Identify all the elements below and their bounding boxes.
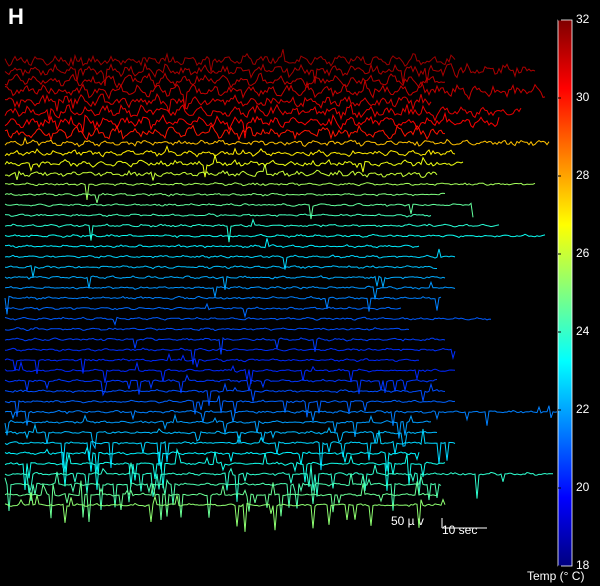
colorbar-label: Temp (° C) — [527, 569, 584, 583]
trace — [4, 347, 456, 365]
colorbar-tick-label: 30 — [576, 90, 590, 104]
trace — [4, 462, 553, 502]
trace — [4, 360, 456, 384]
trace — [4, 92, 432, 113]
trace — [4, 374, 438, 397]
trace — [4, 111, 500, 139]
trace — [4, 153, 464, 178]
trace — [4, 446, 420, 474]
trace — [4, 428, 456, 471]
trace — [4, 248, 456, 270]
trace — [4, 447, 446, 491]
trace — [4, 80, 546, 110]
trace — [4, 213, 432, 218]
trace — [4, 72, 446, 89]
trace — [4, 233, 546, 239]
time-scale-label: 10 sec — [442, 523, 477, 537]
trace — [4, 327, 410, 332]
trace — [4, 144, 456, 158]
panel-label: H — [8, 4, 24, 29]
colorbar-tick-label: 32 — [576, 12, 590, 26]
trace — [4, 124, 446, 142]
colorbar-tick-label: 24 — [576, 324, 590, 338]
colorbar-tick-label: 20 — [576, 480, 590, 494]
trace — [4, 471, 442, 512]
colorbar-tick-label: 26 — [576, 246, 590, 260]
trace — [4, 302, 402, 319]
trace — [4, 423, 438, 450]
trace — [4, 192, 446, 204]
trace — [4, 492, 446, 532]
trace — [5, 182, 536, 200]
trace — [4, 316, 492, 327]
trace — [4, 295, 442, 315]
trace — [4, 352, 420, 374]
trace — [4, 265, 437, 278]
trace — [4, 164, 438, 181]
trace — [4, 275, 446, 290]
trace — [4, 337, 446, 355]
amplitude-scale-label: 50 µ v — [391, 514, 424, 528]
trace — [4, 413, 432, 439]
trace — [4, 49, 456, 72]
trace — [4, 382, 446, 406]
trace — [4, 395, 456, 418]
trace — [4, 405, 558, 426]
colorbar-tick-label: 22 — [576, 402, 590, 416]
trace — [4, 218, 500, 243]
trace — [4, 480, 438, 523]
trace — [5, 238, 420, 249]
trace — [4, 280, 456, 300]
trace — [4, 202, 474, 220]
trace — [4, 136, 550, 148]
trace — [4, 62, 536, 86]
colorbar-tick-label: 28 — [576, 168, 590, 182]
colorbar — [557, 19, 573, 567]
colorbar-tick-label: 18 — [576, 558, 590, 572]
trace — [4, 103, 522, 122]
